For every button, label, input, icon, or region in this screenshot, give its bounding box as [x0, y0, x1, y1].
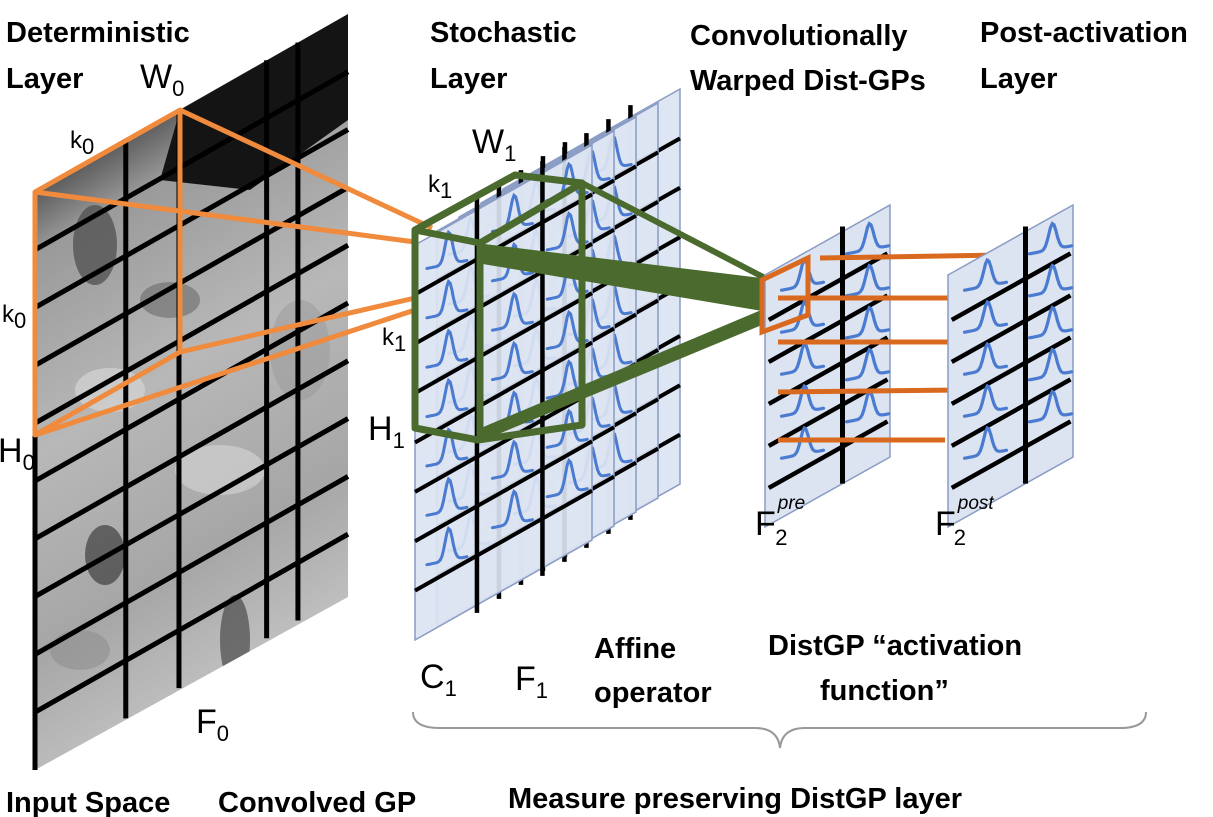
gaussian-curve-icon [962, 299, 1009, 334]
panel-row-line [414, 340, 593, 445]
gaussian-curve-icon [490, 439, 534, 480]
caption-measure-preserving: Measure preserving DistGP layer [508, 783, 962, 815]
grid-row-line [33, 358, 350, 541]
symbol-h1: H1 [368, 410, 405, 453]
header-stochastic-line2: Layer [430, 63, 507, 95]
f2-pre-panel [764, 203, 891, 529]
gaussian-curve-icon [490, 340, 534, 382]
header-deterministic-line1: Deterministic [6, 17, 190, 49]
gaussian-curve-icon [490, 291, 534, 332]
label-affine-line2: operator [594, 677, 712, 709]
header-deterministic-line2: Layer [6, 63, 83, 95]
gaussian-curve-icon [962, 341, 1009, 376]
header-postactivation-line2: Layer [980, 63, 1057, 95]
panel-row-line [414, 390, 593, 494]
symbol-f2-pre: Fpre 2 [755, 493, 805, 550]
gaussian-curve-icon [844, 347, 891, 382]
caption-input-space: Input Space [6, 787, 170, 817]
grid-row-line [33, 185, 350, 368]
gaussian-curve-icon [425, 476, 469, 517]
gaussian-curve-icon [425, 525, 469, 567]
grid-row-line [33, 69, 350, 252]
label-affine-line1: Affine [594, 633, 676, 665]
gaussian-curve-icon [962, 383, 1009, 418]
grid-row-line [33, 532, 350, 715]
gaussian-curve-icon [779, 257, 826, 292]
symbol-f1: F1 [515, 660, 548, 703]
gaussian-curve-icon [1027, 389, 1074, 424]
gaussian-curve-icon [1027, 305, 1074, 340]
symbol-w1: W1 [472, 123, 516, 166]
gaussian-curve-icon [844, 389, 891, 424]
symbol-f0: F0 [196, 703, 229, 746]
panel-row-line [414, 291, 593, 395]
gaussian-curve-icon [1027, 263, 1074, 298]
panel-row-line [950, 251, 1072, 322]
panel-row-line [950, 377, 1072, 448]
receptive-field-frustum [32, 107, 434, 438]
gaussian-curve-icon [962, 425, 1009, 460]
header-convwarped-line2: Warped Dist-GPs [690, 65, 926, 97]
gaussian-curve-icon [779, 425, 826, 460]
measure-preserving-brace [412, 711, 1147, 749]
panel-row-line [414, 192, 593, 297]
header-convwarped-line1: Convolutionally [690, 20, 908, 52]
grid-row-line [33, 474, 350, 657]
panel-row-line [414, 439, 593, 543]
gaussian-curve-icon [545, 457, 589, 499]
gaussian-curve-icon [844, 263, 891, 298]
symbol-h0: H0 [0, 432, 35, 475]
symbol-c1: C1 [420, 658, 457, 701]
symbol-k1-top: k1 [428, 171, 452, 203]
caption-convolved-gp: Convolved GP [218, 787, 416, 817]
gaussian-curve-icon [962, 257, 1009, 292]
gaussian-curve-icon [545, 408, 589, 449]
f2-post-panel [947, 203, 1074, 529]
symbol-k0-left: k0 [2, 301, 26, 333]
gaussian-curve-icon [779, 341, 826, 376]
symbol-f2-post: Fpost 2 [935, 493, 994, 550]
gaussian-curve-icon [844, 305, 891, 340]
grid-row-line [33, 127, 350, 310]
symbol-k0-top: k0 [70, 127, 94, 159]
gaussian-curve-icon [425, 377, 469, 419]
grid-row-line [33, 416, 350, 599]
panel-row-line [767, 419, 889, 490]
grid-row-line [33, 243, 350, 426]
gaussian-curve-icon [1027, 347, 1074, 382]
label-distgp-activation-line1: DistGP “activation [768, 630, 1022, 662]
gaussian-curve-icon [779, 299, 826, 334]
header-postactivation-line1: Post-activation [980, 17, 1188, 49]
label-distgp-activation-line2: function” [820, 675, 949, 707]
symbol-k1-mid: k1 [382, 324, 406, 356]
gaussian-curve-icon [490, 488, 534, 530]
symbol-w0: W0 [140, 58, 184, 101]
gaussian-curve-icon [1027, 221, 1074, 256]
panel-row-line [950, 293, 1072, 364]
panel-row-line [767, 251, 889, 322]
panel-row-line [950, 335, 1072, 406]
header-stochastic-line1: Stochastic [430, 17, 577, 49]
activation-connectors [759, 252, 1003, 443]
gaussian-curve-icon [844, 221, 891, 256]
panel-row-line [767, 293, 889, 364]
grid-row-line [33, 300, 350, 484]
panel-row-line [950, 419, 1072, 490]
gaussian-curve-icon [425, 278, 469, 320]
gaussian-curve-icon [425, 328, 469, 369]
panel-row-line [414, 488, 593, 593]
